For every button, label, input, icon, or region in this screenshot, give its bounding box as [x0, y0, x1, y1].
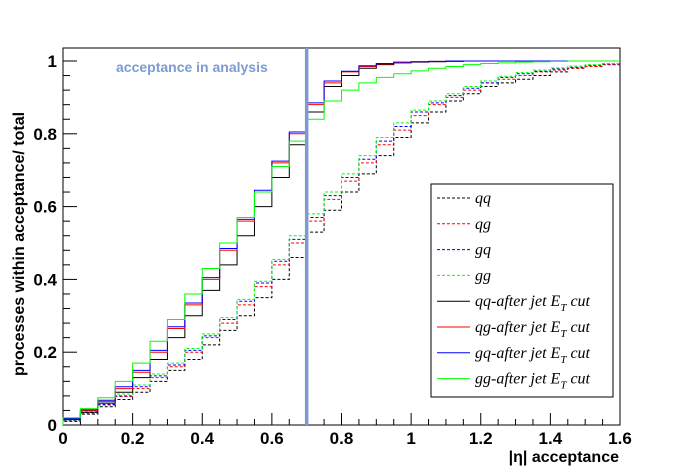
legend-label: gq-after jet ET cut	[475, 345, 591, 366]
legend-label: gg-after jet ET cut	[475, 371, 591, 392]
y-tick-label: 0.8	[33, 125, 57, 144]
x-axis-title: |η| acceptance	[509, 449, 619, 466]
legend-label: gg	[475, 267, 491, 284]
y-axis-tick-labels: 0 0.2 0.4 0.6 0.8 1	[33, 52, 57, 435]
legend: qq qg gq gg qq-after jet ET cut qg-after jet E…	[430, 183, 614, 398]
x-axis-tick-labels: 0 0.2 0.4 0.6 0.8 1 1.2 1.4 1.6	[58, 429, 632, 448]
y-tick-label: 0	[48, 416, 57, 435]
series-line-gg	[62, 63, 620, 425]
y-axis-title: processes within acceptance/ total	[11, 112, 28, 376]
x-tick-label: 0.4	[190, 429, 214, 448]
legend-label: qg-after jet ET cut	[475, 319, 591, 340]
legend-label: qg	[475, 216, 491, 233]
y-tick-label: 0.4	[33, 270, 57, 289]
x-tick-label: 1.4	[539, 429, 563, 448]
y-tick-label: 1	[48, 52, 57, 71]
x-tick-label: 0.8	[330, 429, 354, 448]
legend-label: qq	[475, 190, 491, 207]
series-line-gq-after-jet-et-cut	[62, 60, 620, 425]
series-line-gg-after-jet-et-cut	[62, 60, 620, 425]
legend-label: gq	[475, 242, 491, 259]
acceptance-annotation: acceptance in analysis	[116, 59, 268, 75]
x-tick-label: 0	[58, 429, 67, 448]
x-tick-label: 1.2	[469, 429, 493, 448]
y-tick-label: 0.6	[33, 198, 57, 217]
y-tick-label: 0.2	[33, 343, 57, 362]
x-axis-ticks	[62, 413, 621, 425]
y-axis-ticks	[63, 60, 77, 426]
x-tick-label: 0.2	[121, 429, 145, 448]
legend-label: qq-after jet ET cut	[475, 293, 591, 314]
legend-box	[430, 183, 614, 398]
x-tick-label: 1.6	[608, 429, 632, 448]
x-tick-label: 0.6	[260, 429, 284, 448]
x-tick-label: 1	[406, 429, 415, 448]
